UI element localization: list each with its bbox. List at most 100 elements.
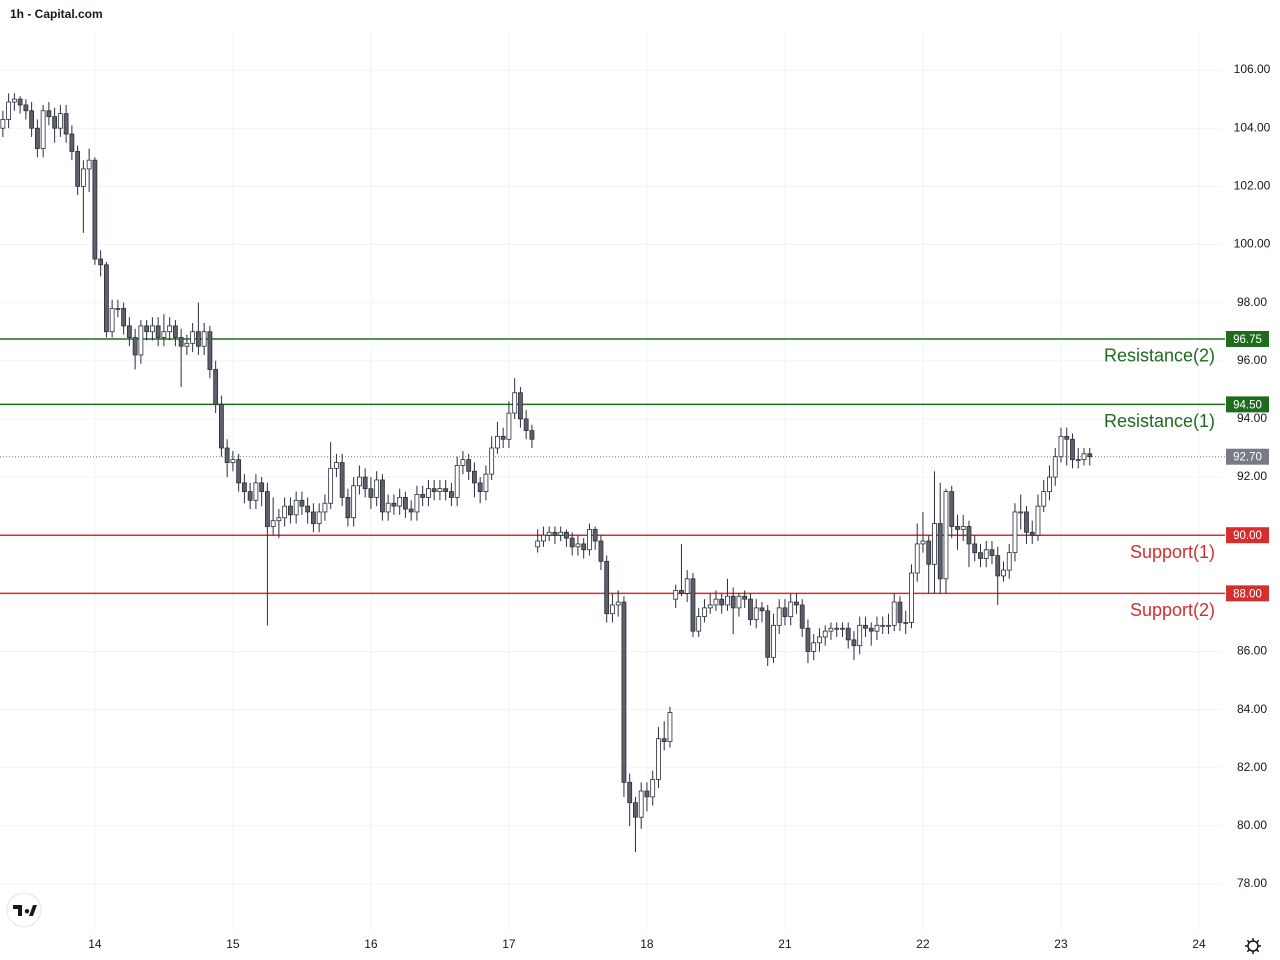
candle-body	[443, 488, 449, 493]
candle-body	[247, 491, 253, 501]
candle-body	[794, 601, 799, 606]
candle-body	[288, 505, 293, 516]
candle-body	[1087, 453, 1093, 458]
grid	[0, 33, 1222, 930]
candle-body	[184, 342, 190, 347]
candle-body	[98, 258, 104, 266]
candle-body	[385, 502, 391, 513]
candle-body	[155, 325, 161, 338]
y-tick-label: 106.00	[1234, 62, 1271, 76]
candle-body	[149, 325, 155, 333]
candle-body	[1012, 511, 1018, 554]
candle-body	[690, 578, 696, 632]
candle-body	[667, 712, 673, 743]
candle-body	[736, 595, 742, 609]
candle-body	[909, 572, 914, 623]
candle-body	[0, 119, 6, 129]
candle-body	[782, 607, 788, 618]
x-tick-label: 22	[916, 937, 930, 951]
candle-body	[241, 482, 247, 493]
level-name: Resistance(1)	[1104, 411, 1215, 431]
candle-body	[903, 622, 909, 624]
candle-body	[696, 616, 702, 632]
candle-body	[11, 98, 17, 103]
y-tick-label: 92.00	[1237, 469, 1267, 483]
candle-body	[328, 467, 334, 504]
candle-body	[1035, 505, 1041, 536]
settings-icon[interactable]	[1245, 938, 1261, 954]
level-label: 90.00	[1233, 530, 1262, 542]
candle-body	[339, 462, 345, 498]
candle-body	[1006, 552, 1012, 571]
candle-body	[121, 308, 127, 327]
candle-body	[765, 610, 771, 658]
candle-body	[564, 531, 569, 539]
candle-body	[506, 412, 512, 440]
x-tick-label: 16	[364, 937, 378, 951]
candle-body	[103, 264, 109, 333]
candle-body	[431, 488, 437, 493]
candle-body	[316, 511, 322, 524]
candle-body	[960, 526, 966, 530]
x-tick-label: 17	[502, 937, 516, 951]
candle-body	[69, 133, 75, 152]
level-badge	[1226, 396, 1269, 413]
candle-body	[978, 552, 983, 559]
candle-body	[500, 435, 506, 440]
y-tick-label: 102.00	[1234, 179, 1271, 193]
candle-body	[874, 624, 880, 632]
candle-body	[1058, 435, 1064, 458]
candle-body	[966, 526, 972, 545]
x-tick-label: 24	[1192, 937, 1206, 951]
candle-body	[380, 479, 385, 513]
x-tick-label: 18	[640, 937, 654, 951]
level-label: 94.50	[1233, 399, 1262, 411]
candle-body	[834, 627, 840, 630]
candle-body	[351, 485, 357, 519]
candle-body	[949, 491, 955, 527]
candle-body	[828, 627, 834, 632]
tradingview-logo[interactable]	[6, 892, 42, 928]
candle-body	[1064, 435, 1070, 440]
candle-body	[518, 392, 523, 420]
candle-body	[857, 624, 863, 647]
candles	[0, 93, 1093, 853]
candle-body	[581, 543, 587, 551]
candle-body	[569, 537, 575, 548]
candle-body	[236, 459, 242, 484]
candle-body	[817, 636, 822, 644]
candle-body	[311, 511, 316, 524]
candle-body	[512, 392, 518, 414]
candle-body	[914, 543, 920, 574]
candle-body	[132, 337, 138, 356]
candle-body	[610, 604, 615, 615]
candle-body	[293, 499, 299, 516]
candle-body	[673, 590, 679, 600]
candle-body	[144, 325, 150, 333]
x-tick-label: 21	[778, 937, 792, 951]
candle-body	[684, 578, 690, 594]
candle-body	[362, 476, 368, 490]
candle-body	[1070, 438, 1075, 461]
candle-body	[1047, 476, 1052, 493]
candle-body	[299, 499, 305, 507]
candle-body	[937, 523, 943, 580]
candle-body	[587, 528, 592, 551]
candle-body	[46, 110, 52, 117]
candle-body	[598, 540, 604, 562]
candle-body	[218, 403, 224, 449]
candle-body	[23, 104, 29, 112]
y-tick-label: 98.00	[1237, 295, 1267, 309]
candle-body	[213, 369, 219, 405]
candle-body	[955, 526, 960, 530]
candle-body	[109, 308, 115, 333]
candle-body	[759, 607, 765, 612]
candle-body	[1075, 459, 1081, 462]
candle-body	[972, 543, 978, 554]
candle-body	[477, 482, 483, 493]
candle-body	[1029, 531, 1035, 536]
y-tick-label: 82.00	[1237, 760, 1267, 774]
candle-body	[414, 494, 420, 513]
candle-body	[397, 497, 403, 507]
candle-body	[489, 447, 495, 475]
